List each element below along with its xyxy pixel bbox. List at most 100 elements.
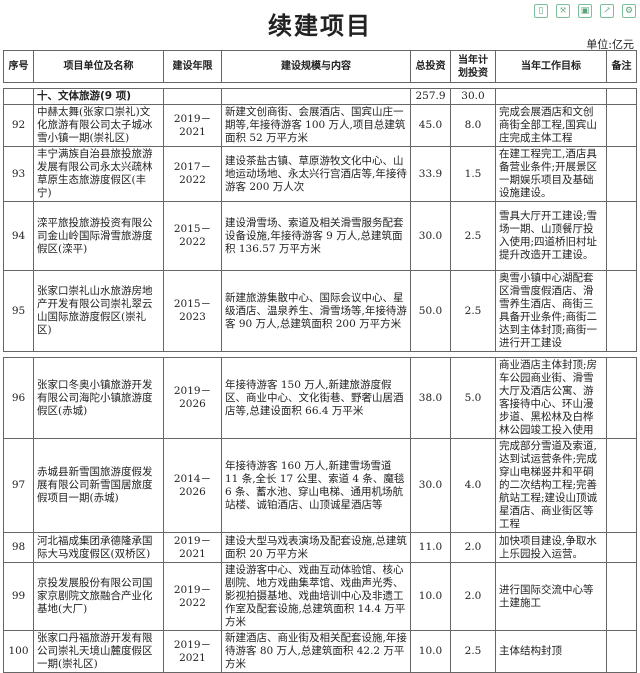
cell-years: 2015－2023 bbox=[163, 270, 222, 352]
cell-no: 99 bbox=[3, 562, 34, 631]
cell-years: 2019－2022 bbox=[163, 562, 222, 631]
share-icon[interactable]: ↗ bbox=[600, 4, 614, 18]
cell-goal: 加快项目建设,争取水上乐园投入运营。 bbox=[495, 532, 607, 563]
cell-total: 30.0 bbox=[410, 438, 451, 533]
table-row: 93 丰宁满族自治县旅投旅游发展有限公司永太兴疏林草原生态旅游度假区(丰宁) 201… bbox=[3, 146, 637, 202]
header-content: 建设规模与内容 bbox=[221, 50, 411, 83]
cell-no: 95 bbox=[3, 270, 34, 352]
cell-years: 2017－2022 bbox=[163, 146, 222, 202]
phone-icon[interactable]: ▯ bbox=[534, 4, 548, 18]
cell-note bbox=[606, 270, 637, 352]
toolbar: ▯ ⤧ ▣ ↗ ⚙ bbox=[534, 4, 636, 18]
cell-years: 2019－2021 bbox=[163, 104, 222, 147]
section-row: 十、文体旅游(9 项) 257.9 30.0 bbox=[3, 88, 637, 105]
cell-no: 94 bbox=[3, 201, 34, 271]
cell-plan: 2.5 bbox=[450, 630, 496, 673]
cell-name: 张家口丹福旅游开发有限公司崇礼天境山麓度假区一期(崇礼区) bbox=[33, 630, 164, 673]
cell-content: 建设游客中心、戏曲互动体验馆、核心剧院、地方戏曲集萃馆、戏曲声光秀、影视拍摄基地… bbox=[221, 562, 411, 631]
page-title: 续建项目 bbox=[268, 11, 372, 40]
cell-total: 33.9 bbox=[410, 146, 451, 202]
cell-goal: 进行国际交流中心等土建施工 bbox=[495, 562, 607, 631]
cell-years: 2019－2026 bbox=[163, 357, 222, 439]
cell-total: 30.0 bbox=[410, 201, 451, 271]
cell-name: 张家口崇礼山水旅游房地产开发有限公司崇礼翠云山国际旅游度假区(崇礼区) bbox=[33, 270, 164, 352]
cell-content: 建设茶盐古镇、草原游牧文化中心、山地运动场地、永太兴行宫酒店等,年接待游客 20… bbox=[221, 146, 411, 202]
cell-note bbox=[606, 104, 637, 147]
cell-total: 10.0 bbox=[410, 630, 451, 673]
cell-no: 100 bbox=[3, 630, 34, 673]
table-row: 96 张家口冬奥小镇旅游开发有限公司海陀小镇旅游度假区(赤城) 2019－2026 年… bbox=[3, 357, 637, 439]
table-row: 95 张家口崇礼山水旅游房地产开发有限公司崇礼翠云山国际旅游度假区(崇礼区) 201… bbox=[3, 270, 637, 352]
table-row: 92 中赫太舞(张家口崇礼)文化旅游有限公司太子城冰雪小镇一期(崇礼区) 2019－… bbox=[3, 104, 637, 147]
cell-note bbox=[606, 438, 637, 533]
cell-note bbox=[606, 562, 637, 631]
cell-name: 中赫太舞(张家口崇礼)文化旅游有限公司太子城冰雪小镇一期(崇礼区) bbox=[33, 104, 164, 147]
cell-no: 92 bbox=[3, 104, 34, 147]
cell-content: 新建酒店、商业街及相关配套设施,年接待游客 80 万人,总建筑面积 42.2 万… bbox=[221, 630, 411, 673]
cell-total: 10.0 bbox=[410, 562, 451, 631]
cell-content: 建设大型马戏表演场及配套设施,总建筑面积 20 万平方米 bbox=[221, 532, 411, 563]
cell-years: 2014－2026 bbox=[163, 438, 222, 533]
header-total: 总投资 bbox=[410, 50, 451, 83]
cell-name: 张家口冬奥小镇旅游开发有限公司海陀小镇旅游度假区(赤城) bbox=[33, 357, 164, 439]
cell-plan: 2.0 bbox=[450, 532, 496, 563]
cell-content: 年接待游客 150 万人,新建旅游度假区、商业中心、文化街巷、野奢山居酒店等,总… bbox=[221, 357, 411, 439]
header-goal: 当年工作目标 bbox=[495, 50, 607, 83]
header-years: 建设年限 bbox=[163, 50, 222, 83]
header-name: 项目单位及名称 bbox=[33, 50, 164, 83]
cell-no: 98 bbox=[3, 532, 34, 563]
section-name: 十、文体旅游(9 项) bbox=[33, 88, 164, 105]
settings-icon[interactable]: ⚙ bbox=[622, 4, 636, 18]
cell-years: 2019－2021 bbox=[163, 630, 222, 673]
section-plan: 30.0 bbox=[450, 88, 496, 105]
cell-content: 年接待游客 160 万人,新建雪场雪道 11 条,全长 17 公里、索道 4 条… bbox=[221, 438, 411, 533]
table-row: 97 赤城县新雪国旅游度假发展有限公司新雪国居旅度假项目一期(赤城) 2014－20… bbox=[3, 438, 637, 533]
project-table: 序号 项目单位及名称 建设年限 建设规模与内容 总投资 当年计划投资 当年工作目… bbox=[3, 50, 637, 673]
cell-total: 50.0 bbox=[410, 270, 451, 352]
cell-content: 新建旅游集散中心、国际会议中心、星级酒店、温泉养生、滑雪场等,年接待游客 90 … bbox=[221, 270, 411, 352]
fullscreen-icon[interactable]: ⤧ bbox=[556, 4, 570, 18]
cell-goal: 完成部分雪道及索道,达到试运营条件;完成穿山电梯竖井和平硐的二次结构工程;完善航… bbox=[495, 438, 607, 533]
cell-plan: 1.5 bbox=[450, 146, 496, 202]
cell-plan: 5.0 bbox=[450, 357, 496, 439]
cell-goal: 商业酒店主体封顶;房车公园商业街、滑雪大厅及酒店公寓、游客接待中心、环山漫步道、… bbox=[495, 357, 607, 439]
header-note: 备注 bbox=[606, 50, 637, 83]
table-header: 序号 项目单位及名称 建设年限 建设规模与内容 总投资 当年计划投资 当年工作目… bbox=[3, 50, 637, 83]
cell-note bbox=[606, 630, 637, 673]
cell-name: 京投发展股份有限公司国家京剧院文旅融合产业化基地(大厂) bbox=[33, 562, 164, 631]
cell-goal: 在建工程完工,酒店具备营业条件;开展景区一期娱乐项目及基础设施建设。 bbox=[495, 146, 607, 202]
section-total: 257.9 bbox=[410, 88, 451, 105]
cell-no: 97 bbox=[3, 438, 34, 533]
cell-plan: 2.0 bbox=[450, 562, 496, 631]
cell-note bbox=[606, 532, 637, 563]
cell-goal: 雪具大厅开工建设;雪场一期、山顶餐厅投入使用;四道桥旧村址提升改造开工建设。 bbox=[495, 201, 607, 271]
cell-content: 新建文创商街、会展酒店、国宾山庄一期等,年接待游客 100 万人,项目总建筑面积… bbox=[221, 104, 411, 147]
table-row: 100 张家口丹福旅游开发有限公司崇礼天境山麓度假区一期(崇礼区) 2019－202… bbox=[3, 630, 637, 673]
cell-no: 96 bbox=[3, 357, 34, 439]
cell-name: 丰宁满族自治县旅投旅游发展有限公司永太兴疏林草原生态旅游度假区(丰宁) bbox=[33, 146, 164, 202]
cell-name: 滦平旅投旅游投资有限公司金山岭国际滑雪旅游度假区(滦平) bbox=[33, 201, 164, 271]
cell-note bbox=[606, 146, 637, 202]
cell-goal: 完成会展酒店和文创商街全部工程,国宾山庄完成主体工程 bbox=[495, 104, 607, 147]
cell-years: 2019－2021 bbox=[163, 532, 222, 563]
cell-no: 93 bbox=[3, 146, 34, 202]
cell-note bbox=[606, 201, 637, 271]
header-plan: 当年计划投资 bbox=[450, 50, 496, 83]
cell-plan: 2.5 bbox=[450, 201, 496, 271]
table-row: 94 滦平旅投旅游投资有限公司金山岭国际滑雪旅游度假区(滦平) 2015－2022 建… bbox=[3, 201, 637, 271]
cell-name: 赤城县新雪国旅游度假发展有限公司新雪国居旅度假项目一期(赤城) bbox=[33, 438, 164, 533]
cell-total: 11.0 bbox=[410, 532, 451, 563]
cell-name: 河北福成集团承德隆承国际大马戏度假区(双桥区) bbox=[33, 532, 164, 563]
save-icon[interactable]: ▣ bbox=[578, 4, 592, 18]
table-row: 98 河北福成集团承德隆承国际大马戏度假区(双桥区) 2019－2021 建设大型马戏… bbox=[3, 532, 637, 563]
cell-goal: 主体结构封顶 bbox=[495, 630, 607, 673]
cell-plan: 2.5 bbox=[450, 270, 496, 352]
unit-label: 单位:亿元 bbox=[586, 38, 634, 51]
cell-total: 38.0 bbox=[410, 357, 451, 439]
cell-note bbox=[606, 357, 637, 439]
cell-years: 2015－2022 bbox=[163, 201, 222, 271]
cell-content: 建设滑雪场、索道及相关滑雪服务配套设备设施,年接待游客 9 万人,总建筑面积 1… bbox=[221, 201, 411, 271]
cell-plan: 8.0 bbox=[450, 104, 496, 147]
header-no: 序号 bbox=[3, 50, 34, 83]
cell-goal: 奥雪小镇中心湖配套区滑雪度假酒店、滑雪养生酒店、商街三具备开业条件;商街二达到主… bbox=[495, 270, 607, 352]
